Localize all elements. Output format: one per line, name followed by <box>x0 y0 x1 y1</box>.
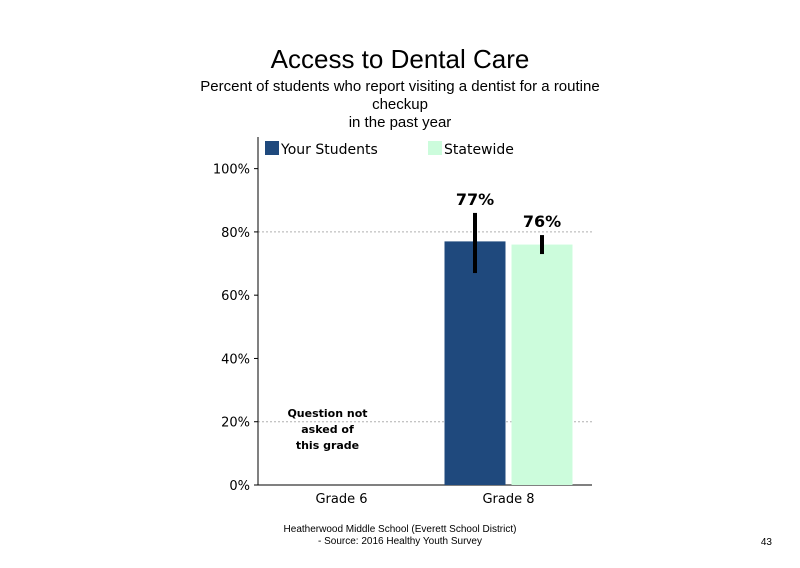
y-tick-label: 100% <box>213 163 250 178</box>
y-tick-label: 80% <box>221 226 250 241</box>
chart-subtitle: Percent of students who report visiting … <box>178 78 622 132</box>
subtitle-line: in the past year <box>348 114 452 131</box>
x-tick-label: Grade 6 <box>315 492 367 507</box>
subtitle-line: checkup <box>372 96 428 113</box>
bar <box>444 241 506 485</box>
footer-school: Heatherwood Middle School (Everett Schoo… <box>283 524 517 535</box>
no-data-note: asked of <box>301 423 354 436</box>
x-tick-label: Grade 8 <box>482 492 534 507</box>
no-data-note: Question not <box>287 407 367 420</box>
legend-label: Your Students <box>280 142 378 158</box>
chart-title: Access to Dental Care <box>270 44 530 74</box>
y-tick-label: 20% <box>221 416 250 431</box>
data-label: 77% <box>456 190 494 209</box>
legend-label: Statewide <box>444 142 514 158</box>
legend-swatch <box>265 141 279 155</box>
y-tick-label: 60% <box>221 289 250 304</box>
y-tick-label: 0% <box>229 479 250 494</box>
y-tick-label: 40% <box>221 352 250 367</box>
data-label: 76% <box>523 212 561 231</box>
no-data-note: this grade <box>296 439 359 452</box>
legend-swatch <box>428 141 442 155</box>
footer-source: - Source: 2016 Healthy Youth Survey <box>318 536 482 547</box>
subtitle-line: Percent of students who report visiting … <box>200 78 600 95</box>
footer: Heatherwood Middle School (Everett Schoo… <box>250 524 550 548</box>
page-number: 43 <box>760 537 772 548</box>
bar <box>511 244 573 485</box>
